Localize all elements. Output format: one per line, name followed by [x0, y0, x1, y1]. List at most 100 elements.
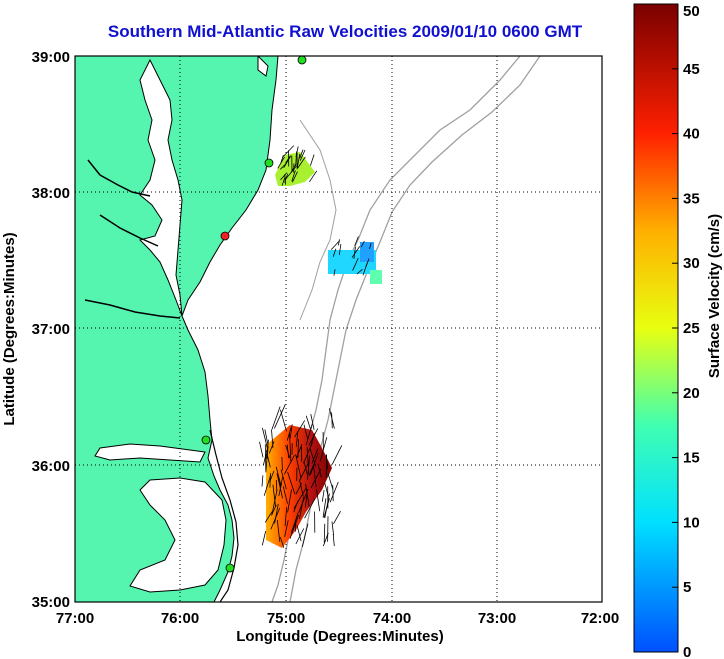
velocity-vector — [261, 475, 264, 487]
velocity-vector — [310, 154, 315, 166]
colorbar — [633, 3, 679, 653]
velocity-vector — [354, 236, 359, 247]
y-tick-label: 39:00 — [32, 49, 70, 66]
map-title: Southern Mid-Atlantic Raw Velocities 200… — [107, 22, 583, 41]
station-marker — [220, 231, 230, 241]
velocity-vector — [278, 483, 282, 496]
colorbar-label: Surface Velocity (cm/s) — [706, 214, 723, 378]
velocity-vectors — [259, 145, 372, 548]
velocity-vector — [281, 456, 283, 471]
velocity-vector — [365, 258, 370, 268]
velocity-vector — [269, 470, 275, 483]
velocity-vector — [317, 463, 322, 478]
velocity-vector — [286, 427, 292, 441]
colorbar-tick-label: 5 — [683, 579, 691, 596]
velocity-vector — [305, 424, 313, 446]
velocity-vector — [309, 453, 319, 476]
chesapeake-bay — [139, 58, 183, 317]
velocity-vector — [352, 257, 359, 271]
velocity-vector — [305, 494, 308, 508]
velocity-vector — [289, 514, 299, 539]
velocity-vector — [294, 519, 297, 532]
plot-border — [74, 55, 603, 603]
velocity-vector — [270, 507, 281, 530]
velocity-vector — [285, 155, 291, 164]
velocity-vector — [265, 450, 271, 468]
velocity-vector — [284, 507, 288, 527]
x-axis-label: Longitude (Degrees:Minutes) — [236, 628, 444, 645]
colorbar-tick-label: 15 — [683, 450, 700, 467]
x-tick-label: 76:00 — [161, 610, 199, 627]
station-marker — [264, 158, 274, 168]
delaware-bay — [257, 56, 269, 77]
velocity-vector — [295, 146, 299, 157]
velocity-vector — [284, 520, 289, 537]
y-tick-label: 37:00 — [32, 321, 70, 338]
velocity-vector — [276, 473, 281, 487]
velocity-vector — [322, 498, 327, 518]
rappahannock-river — [99, 214, 159, 247]
velocity-vector — [308, 464, 315, 476]
velocity-vector — [319, 437, 328, 462]
colorbar-tick-label: 0 — [683, 644, 691, 659]
station-marker — [225, 563, 235, 573]
velocity-vector — [263, 453, 267, 466]
velocity-vector — [299, 149, 306, 161]
velocity-vector — [280, 172, 288, 181]
velocity-vector — [299, 496, 305, 520]
colorbar-tick-label: 35 — [683, 190, 700, 207]
velocity-vector — [289, 432, 292, 459]
y-tick-label: 36:00 — [32, 458, 70, 475]
x-tick-label: 74:00 — [373, 610, 411, 627]
velocity-vector — [259, 441, 264, 458]
velocity-vector — [329, 481, 339, 503]
velocity-vector — [264, 429, 269, 446]
colorbar-tick-label: 40 — [683, 126, 700, 143]
outer-banks — [209, 429, 239, 602]
velocity-vector — [283, 155, 292, 169]
velocity-vector — [275, 466, 282, 485]
pamlico-sound — [129, 477, 227, 593]
velocity-vector — [261, 530, 267, 546]
velocity-vector — [282, 145, 295, 158]
velocity-vector — [311, 448, 319, 464]
velocity-vector — [291, 170, 296, 182]
velocity-vector — [338, 239, 340, 246]
x-tick-label: 72:00 — [581, 610, 619, 627]
velocity-vector — [277, 156, 285, 169]
velocity-vector — [294, 420, 306, 438]
velocity-vector — [287, 489, 292, 513]
velocity-vector — [307, 455, 310, 480]
velocity-vector — [262, 427, 268, 448]
velocity-vector — [308, 428, 319, 446]
velocity-vector — [331, 445, 343, 465]
velocity-vector — [332, 484, 334, 502]
albemarle-sound — [94, 443, 206, 463]
velocity-vector — [310, 414, 315, 430]
colorbar-tick-label: 50 — [683, 3, 700, 20]
velocity-vector — [303, 461, 308, 475]
x-tick-label: 73:00 — [478, 610, 516, 627]
colorbar-tick-label: 25 — [683, 320, 700, 337]
james-river — [84, 299, 181, 319]
velocity-vector — [275, 479, 278, 492]
colorbar-tick-label: 30 — [683, 255, 700, 272]
velocity-vector — [313, 466, 317, 488]
velocity-vector — [329, 408, 335, 429]
velocity-vector — [272, 484, 276, 507]
velocity-vector — [296, 525, 302, 542]
velocity-vector — [351, 246, 361, 258]
colorbar-tick-label: 10 — [683, 514, 700, 531]
velocity-vector — [279, 536, 285, 548]
velocity-vector — [303, 424, 309, 440]
velocity-vector — [338, 243, 342, 255]
velocity-vector — [353, 246, 356, 259]
velocity-vector — [296, 153, 301, 169]
velocity-vector — [290, 512, 299, 534]
velocity-vector — [295, 454, 302, 479]
velocity-vector — [330, 240, 340, 250]
velocity-vector — [298, 488, 309, 513]
bathymetry-contour-mid — [299, 119, 337, 321]
velocity-vector — [282, 486, 288, 504]
